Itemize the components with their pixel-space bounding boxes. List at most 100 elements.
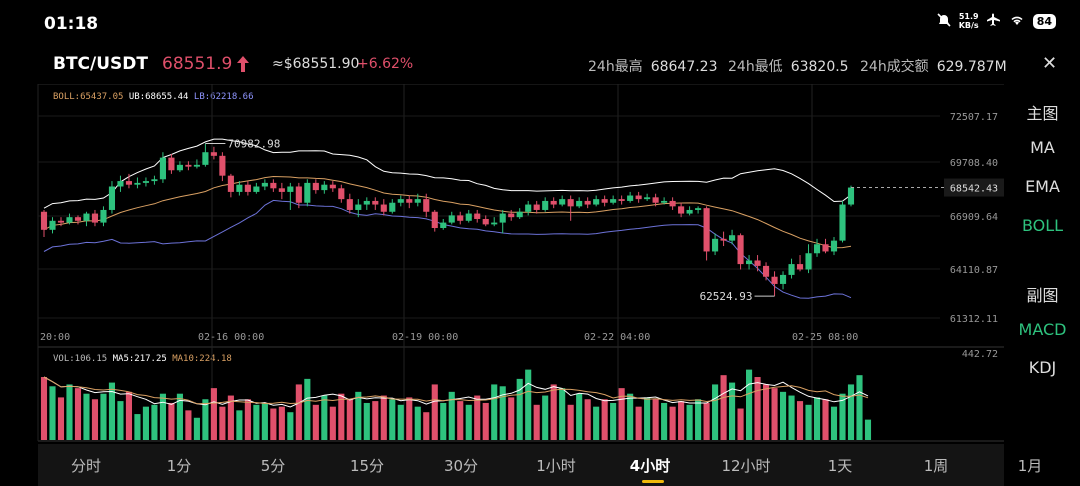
volume-bar bbox=[533, 404, 540, 440]
mute-icon bbox=[937, 12, 951, 30]
candle-body bbox=[796, 264, 804, 270]
volume-bar bbox=[176, 393, 183, 440]
candle-body bbox=[270, 182, 277, 189]
volume-bar bbox=[550, 384, 557, 440]
volume-bar bbox=[227, 395, 234, 440]
tab-副图[interactable]: 副图 bbox=[1026, 286, 1059, 305]
candle-body bbox=[304, 182, 311, 203]
tab-ema[interactable]: EMA bbox=[1025, 177, 1060, 196]
volume-bar bbox=[822, 399, 829, 440]
volume-bar bbox=[312, 404, 319, 440]
close-icon[interactable]: ✕ bbox=[1042, 53, 1058, 74]
volume-24h-value: 629.787M bbox=[936, 59, 1007, 75]
timeframe-6[interactable]: 4小时 bbox=[629, 457, 671, 475]
candle-body bbox=[397, 199, 404, 203]
volume-bar bbox=[440, 402, 447, 440]
high-24h-value: 68647.23 bbox=[650, 59, 718, 75]
volume-bar bbox=[669, 406, 676, 440]
change-percent: +6.62% bbox=[357, 56, 414, 72]
volume-bar bbox=[482, 402, 489, 440]
timeframe-7[interactable]: 12小时 bbox=[721, 457, 771, 475]
tab-macd[interactable]: MACD bbox=[1018, 320, 1067, 339]
volume-bar bbox=[635, 406, 642, 440]
timeframe-9[interactable]: 1周 bbox=[923, 457, 949, 475]
candle-body bbox=[601, 199, 608, 203]
candle-body bbox=[822, 244, 829, 252]
volume-bar bbox=[151, 404, 158, 440]
volume-bar bbox=[746, 369, 753, 440]
price-axis-label: 72507.17 bbox=[950, 112, 998, 123]
volume-bar bbox=[567, 404, 574, 440]
volume-bar bbox=[355, 391, 362, 440]
price-axis-label: 69708.40 bbox=[950, 158, 998, 169]
candle-body bbox=[635, 195, 642, 200]
timeframe-0[interactable]: 分时 bbox=[70, 457, 102, 475]
volume-bar bbox=[584, 399, 591, 440]
timeframe-5[interactable]: 1小时 bbox=[536, 457, 576, 475]
timeframe-4[interactable]: 30分 bbox=[443, 457, 479, 475]
tab-主图[interactable]: 主图 bbox=[1026, 104, 1059, 123]
boll-upper-band bbox=[43, 138, 852, 209]
candle-body bbox=[185, 164, 192, 167]
volume-bar bbox=[159, 393, 166, 440]
timeframe-8[interactable]: 1天 bbox=[827, 457, 853, 475]
vol-ma5-label: MA5:217.25 bbox=[112, 354, 167, 364]
tab-kdj[interactable]: KDJ bbox=[1028, 358, 1057, 377]
volume-bar bbox=[695, 399, 702, 440]
candlestick-chart[interactable]: 72507.17 69708.40 66909.64 64110.87 61312.11… bbox=[0, 84, 1005, 444]
volume-bar bbox=[193, 417, 200, 440]
candle-body bbox=[618, 199, 625, 201]
volume-bar bbox=[593, 406, 600, 440]
volume-bar bbox=[830, 406, 838, 440]
candle-body bbox=[380, 204, 387, 212]
boll-ub-label: UB:68655.44 bbox=[128, 92, 189, 102]
timeframe-10[interactable]: 1月 bbox=[1017, 457, 1043, 475]
candle-body bbox=[372, 200, 379, 205]
volume-bar bbox=[720, 375, 727, 440]
timeframe-2[interactable]: 5分 bbox=[260, 457, 286, 475]
volume-bar bbox=[210, 388, 217, 440]
candle-body bbox=[508, 213, 515, 218]
candle-body bbox=[414, 199, 421, 203]
timeframe-3[interactable]: 15分 bbox=[349, 457, 385, 475]
volume-bar bbox=[329, 406, 336, 440]
volume-bar bbox=[762, 384, 770, 440]
volume-bar bbox=[253, 404, 260, 440]
candle-body bbox=[329, 184, 336, 189]
candle-body bbox=[516, 211, 523, 218]
tab-boll[interactable]: BOLL bbox=[1021, 216, 1064, 235]
volume-bar bbox=[134, 414, 141, 440]
timeframe-1[interactable]: 1分 bbox=[166, 457, 192, 475]
volume-bar bbox=[796, 401, 804, 440]
candle-body bbox=[57, 220, 65, 223]
status-icons: 51.9 KB/s 84 bbox=[937, 12, 1056, 30]
volume-bar bbox=[261, 402, 268, 440]
candle-body bbox=[40, 211, 48, 230]
candle-body bbox=[559, 199, 566, 205]
volume-bar bbox=[431, 384, 438, 440]
volume-bar bbox=[202, 399, 209, 440]
vol-ma10-label: MA10:224.18 bbox=[172, 354, 232, 364]
candle-body bbox=[440, 222, 447, 229]
time-axis-label: 02-16 00:00 bbox=[198, 332, 264, 343]
volume-bar bbox=[363, 402, 370, 440]
volume-bar bbox=[508, 397, 515, 440]
candle-body bbox=[355, 204, 362, 210]
candle-body bbox=[236, 184, 243, 192]
candle-body bbox=[287, 186, 294, 192]
tab-ma[interactable]: MA bbox=[1030, 138, 1055, 157]
candle-body bbox=[644, 197, 651, 200]
volume-bar bbox=[219, 406, 226, 440]
volume-bar bbox=[100, 393, 107, 440]
trading-pair[interactable]: BTC/USDT bbox=[53, 54, 148, 74]
volume-bar bbox=[576, 393, 583, 440]
candle-body bbox=[261, 182, 268, 187]
volume-bar bbox=[661, 402, 668, 440]
approx-usd-price: ≈$68551.90 bbox=[272, 56, 360, 72]
candle-body bbox=[363, 200, 370, 205]
candle-body bbox=[134, 182, 141, 185]
candle-body bbox=[474, 213, 481, 219]
volume-bar bbox=[652, 399, 659, 440]
price-axis-label: 66909.64 bbox=[950, 212, 998, 223]
volume-24h-label: 24h成交额 bbox=[860, 59, 929, 75]
